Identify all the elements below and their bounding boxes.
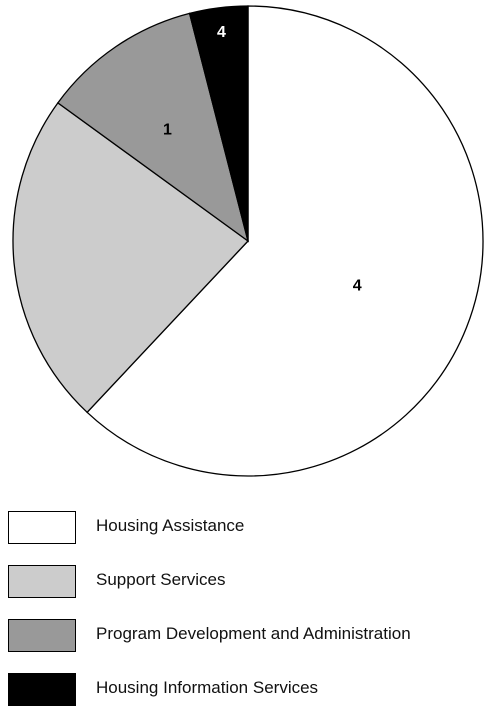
legend-label-program-development: Program Development and Administration (96, 624, 411, 643)
pie-slice-support-services (12, 101, 249, 414)
legend-item-housing-assistance: Housing Assistance (8, 508, 488, 562)
legend-swatch-program-development (8, 619, 76, 652)
pie-slice-housing-assistance (86, 5, 484, 477)
pie-chart: 4 1 4 (12, 5, 484, 477)
legend-label-support-services: Support Services (96, 570, 226, 589)
legend: Housing Assistance Support Services Prog… (8, 508, 488, 724)
legend-item-housing-information: Housing Information Services (8, 670, 488, 724)
pie-slice-program-development (56, 12, 250, 243)
legend-item-support-services: Support Services (8, 562, 488, 616)
legend-swatch-housing-information (8, 673, 76, 706)
legend-label-housing-information: Housing Information Services (96, 678, 319, 697)
legend-swatch-support-services (8, 565, 76, 598)
legend-label-housing-assistance: Housing Assistance (96, 516, 245, 535)
pie-slice-housing-information (188, 5, 249, 242)
slice-label-housing-assistance: 4 (353, 277, 362, 294)
slice-label-program-development: 1 (163, 121, 172, 138)
legend-item-program-development: Program Development and Administration (8, 616, 488, 670)
legend-swatch-housing-assistance (8, 511, 76, 544)
slice-label-housing-information: 4 (217, 24, 226, 41)
